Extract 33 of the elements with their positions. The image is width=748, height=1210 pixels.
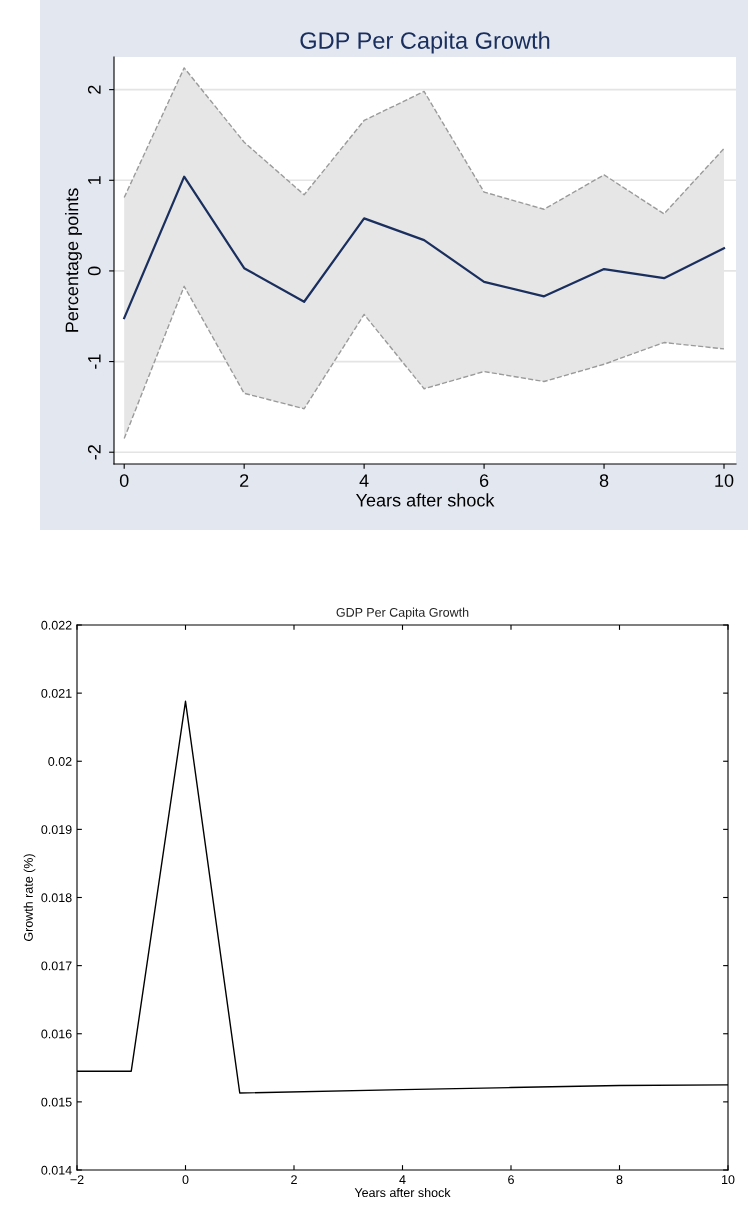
y-tick-label: 1 <box>88 176 101 184</box>
y-tick-label: -1 <box>88 354 101 369</box>
x-tick-label: 10 <box>715 474 734 487</box>
y-axis-title: Growth rate (%) <box>23 854 36 941</box>
y-tick-label: 0.018 <box>41 893 72 903</box>
y-tick-label: 0.021 <box>41 688 72 698</box>
y-tick-label: 0.016 <box>41 1029 72 1039</box>
x-tick-label: 6 <box>479 474 489 487</box>
y-tick-label: 0.015 <box>41 1097 72 1107</box>
x-tick-label: 6 <box>508 1175 514 1185</box>
x-tick-label: 0 <box>119 474 129 487</box>
y-axis-title: Percentage points <box>65 188 82 332</box>
x-tick-label: 2 <box>291 1175 297 1184</box>
y-tick-label: 0.017 <box>41 961 72 971</box>
x-tick-label: 2 <box>240 474 249 487</box>
chart-title: GDP Per Capita Growth <box>300 31 550 54</box>
y-tick-label: 0.019 <box>41 825 72 835</box>
y-tick-label: -2 <box>87 445 101 460</box>
y-tick-label: 0.022 <box>41 620 72 630</box>
chart-title: GDP Per Capita Growth <box>336 607 469 620</box>
x-tick-label: 10 <box>722 1175 735 1185</box>
x-tick-label: 8 <box>599 474 609 487</box>
x-tick-label: 8 <box>616 1175 623 1185</box>
x-tick-label: 4 <box>359 474 369 487</box>
x-axis-title: Years after shock <box>355 493 495 507</box>
x-axis-title: Years after shock <box>354 1187 451 1198</box>
x-tick-label: −2 <box>70 1175 84 1184</box>
y-tick-label: 0.02 <box>48 757 72 766</box>
x-tick-label: 4 <box>399 1175 406 1184</box>
x-tick-label: 0 <box>182 1175 189 1185</box>
y-tick-label: 0 <box>87 266 101 276</box>
y-tick-label: 2 <box>87 85 101 94</box>
y-tick-label: 0.014 <box>41 1165 72 1175</box>
